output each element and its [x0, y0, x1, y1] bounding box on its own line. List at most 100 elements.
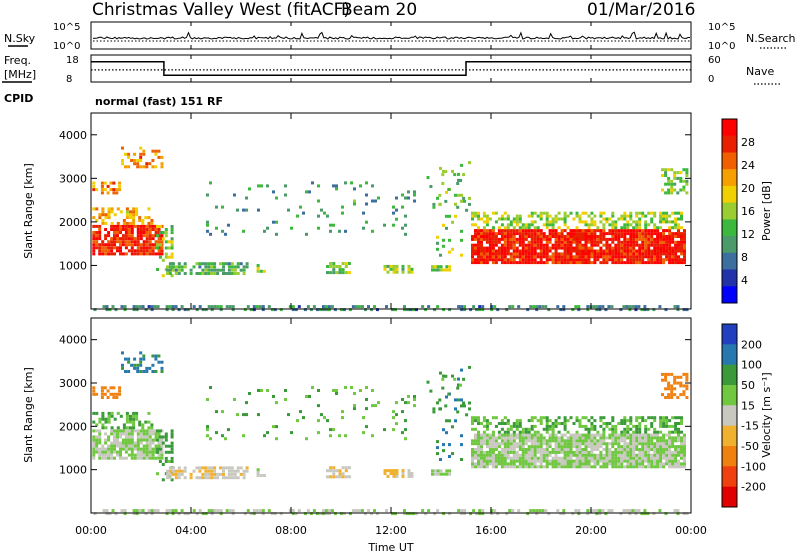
velocity-cell	[92, 392, 96, 396]
power-cell	[560, 240, 564, 244]
power-cell	[104, 246, 108, 250]
velocity-cell	[154, 354, 158, 358]
power-cell	[673, 171, 677, 175]
velocity-cell	[679, 384, 683, 388]
velocity-cell	[429, 389, 433, 393]
velocity-cell	[436, 472, 440, 476]
velocity-cell	[256, 468, 260, 472]
power-cell	[518, 240, 522, 244]
power-cell	[574, 305, 578, 309]
power-cell	[560, 237, 564, 241]
velocity-cell	[551, 422, 555, 425]
velocity-cell	[548, 433, 552, 437]
power-cell	[130, 240, 134, 244]
power-cell	[652, 308, 656, 312]
velocity-cell	[365, 407, 368, 411]
power-cell	[545, 252, 549, 256]
velocity-cell	[471, 448, 474, 451]
velocity-cell	[471, 459, 474, 463]
velocity-cell	[104, 450, 108, 454]
power-cell	[584, 232, 588, 236]
velocity-cell	[611, 439, 615, 443]
velocity-cell	[551, 436, 555, 440]
power-cell	[539, 240, 543, 244]
velocity-cell	[332, 428, 335, 432]
power-cell	[145, 252, 149, 256]
power-cell	[206, 220, 209, 224]
power-cell	[533, 211, 537, 215]
velocity-cell	[668, 424, 672, 428]
power-cell	[189, 272, 193, 275]
velocity-cell	[551, 439, 555, 443]
power-cell	[623, 240, 627, 244]
power-cell	[673, 176, 677, 180]
power-cell	[260, 184, 263, 188]
power-cell	[512, 237, 516, 241]
power-cell	[494, 258, 498, 262]
power-cell	[599, 249, 603, 253]
power-cell	[490, 308, 494, 312]
power-cell	[442, 244, 445, 248]
velocity-cell	[132, 423, 136, 427]
power-cell	[475, 308, 479, 312]
velocity-cell	[626, 433, 630, 437]
power-cell	[442, 308, 446, 312]
power-cell	[541, 305, 545, 309]
power-cell	[536, 235, 540, 238]
velocity-cell	[608, 448, 612, 451]
velocity-cell	[456, 386, 460, 390]
velocity-cell	[164, 444, 168, 448]
power-cell	[584, 258, 588, 262]
power-cell	[562, 308, 566, 312]
velocity-cell	[151, 438, 155, 442]
velocity-cell	[644, 439, 648, 443]
power-cell	[92, 224, 96, 228]
power-cell	[680, 217, 683, 221]
power-cell	[477, 229, 480, 233]
power-cell	[662, 220, 666, 224]
velocity-cell	[204, 472, 208, 476]
velocity-cell	[659, 436, 663, 440]
velocity-cell	[148, 438, 152, 442]
power-cell	[557, 226, 561, 230]
velocity-cell	[608, 459, 612, 463]
power-cell	[139, 155, 143, 159]
velocity-cell	[614, 453, 618, 457]
velocity-cell	[101, 426, 105, 430]
velocity-cell	[526, 512, 530, 516]
power-cell	[438, 202, 442, 206]
power-cell	[644, 240, 648, 244]
power-cell	[113, 240, 116, 244]
velocity-cell	[659, 448, 663, 451]
velocity-cell	[404, 401, 407, 405]
power-cell	[102, 305, 106, 309]
velocity-cell	[590, 442, 594, 446]
power-cell	[395, 196, 398, 200]
power-cell	[480, 237, 483, 241]
power-cell	[587, 229, 591, 233]
power-cell	[635, 258, 639, 262]
velocity-cell	[664, 378, 668, 382]
power-cell	[638, 237, 642, 241]
velocity-cell	[563, 465, 567, 469]
velocity-cell	[629, 436, 633, 440]
velocity-cell	[581, 450, 585, 454]
power-cell	[138, 305, 142, 309]
velocity-cell	[130, 429, 134, 433]
velocity-cell	[477, 462, 480, 466]
velocity-cell	[671, 430, 675, 434]
power-cell	[602, 223, 606, 227]
power-cell	[494, 235, 498, 238]
power-cell	[242, 265, 246, 269]
power-cell	[92, 249, 96, 253]
velocity-cell	[101, 453, 105, 457]
power-cell	[392, 267, 396, 271]
velocity-cell	[500, 459, 504, 463]
power-cell	[119, 210, 123, 214]
power-cell	[164, 255, 168, 259]
velocity-cell	[335, 389, 338, 392]
velocity-cell	[130, 363, 134, 367]
power-cell	[177, 272, 181, 275]
velocity-cell	[548, 439, 552, 443]
power-cell	[290, 226, 293, 230]
